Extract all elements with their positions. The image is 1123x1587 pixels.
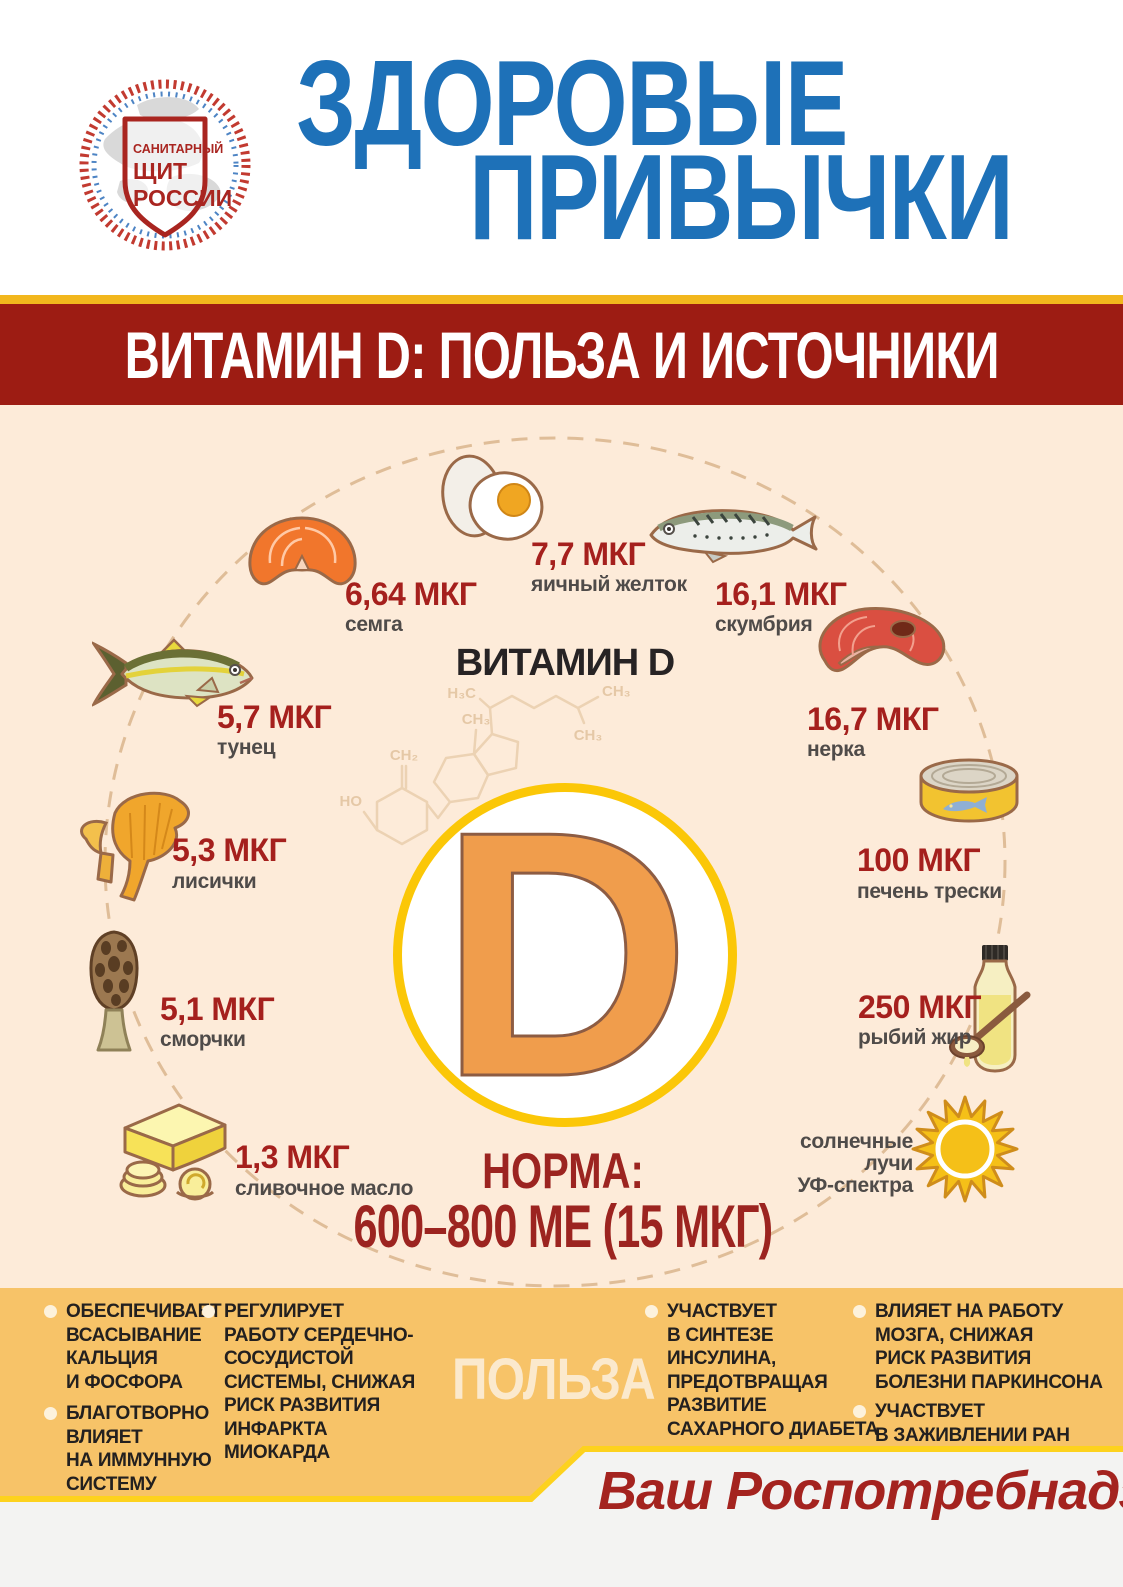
benefit-text: УЧАСТВУЕТ В СИНТЕЗЕ ИНСУЛИНА, ПРЕДОТВРАЩ… bbox=[667, 1301, 879, 1440]
sun-icon bbox=[911, 1095, 1019, 1203]
fish-oil-label: рыбий жир bbox=[858, 1026, 972, 1049]
morels-label: сморчки bbox=[160, 1028, 246, 1051]
benefit-calcium: ОБЕСПЕЧИВАЕТ ВСАСЫВАНИЕ КАЛЬЦИЯ И ФОСФОР… bbox=[44, 1300, 222, 1394]
bullet-icon bbox=[853, 1405, 866, 1418]
salmon-label: семга bbox=[345, 613, 403, 636]
footer-brand: Ваш Роспотребнадзор bbox=[598, 1461, 1123, 1521]
chem-label-ch2: CH₂ bbox=[390, 747, 418, 764]
cod-liver-can-icon bbox=[919, 758, 1019, 823]
cod-liver-value: 100 МКГ bbox=[857, 842, 981, 878]
tuna-icon bbox=[92, 638, 254, 708]
egg-yolk-icon bbox=[441, 454, 544, 541]
vitamin-d-badge: D bbox=[393, 759, 737, 1150]
egg-yolk-label: яичный желток bbox=[531, 573, 687, 596]
fish-oil-value: 250 МКГ bbox=[858, 989, 982, 1025]
benefit-wounds: УЧАСТВУЕТ В ЗАЖИВЛЕНИИ РАН bbox=[853, 1400, 1070, 1447]
benefit-text: РЕГУЛИРУЕТ РАБОТУ СЕРДЕЧНО- СОСУДИСТОЙ С… bbox=[224, 1301, 416, 1463]
gold-divider bbox=[0, 295, 1123, 304]
butter-icon bbox=[119, 1103, 227, 1201]
butter-value: 1,3 МКГ bbox=[235, 1139, 350, 1175]
chem-label-ch3-top: CH₃ bbox=[602, 683, 631, 700]
bullet-icon bbox=[202, 1305, 215, 1318]
salmon-icon bbox=[248, 516, 357, 586]
benefit-brain: ВЛИЯЕТ НА РАБОТУ МОЗГА, СНИЖАЯ РИСК РАЗВ… bbox=[853, 1300, 1103, 1394]
bullet-icon bbox=[44, 1407, 57, 1420]
benefit-text: ОБЕСПЕЧИВАЕТ ВСАСЫВАНИЕ КАЛЬЦИЯ И ФОСФОР… bbox=[66, 1301, 222, 1393]
chem-label-ho: HO bbox=[340, 793, 362, 810]
benefit-immune: БЛАГОТВОРНО ВЛИЯЕТ НА ИММУННУЮ СИСТЕМУ bbox=[44, 1402, 212, 1496]
cod-liver-label: печень трески bbox=[857, 880, 1002, 903]
bullet-icon bbox=[853, 1305, 866, 1318]
sockeye-salmon-label: нерка bbox=[807, 738, 865, 761]
benefit-text: ВЛИЯЕТ НА РАБОТУ МОЗГА, СНИЖАЯ РИСК РАЗВ… bbox=[875, 1301, 1103, 1393]
chanterelles-icon bbox=[80, 791, 190, 902]
benefit-text: УЧАСТВУЕТ В ЗАЖИВЛЕНИИ РАН bbox=[875, 1401, 1070, 1446]
morels-icon bbox=[89, 930, 139, 1052]
chanterelles-value: 5,3 МКГ bbox=[172, 832, 287, 868]
logo-red-dotted-ring bbox=[79, 79, 251, 251]
benefit-cardio: РЕГУЛИРУЕТ РАБОТУ СЕРДЕЧНО- СОСУДИСТОЙ С… bbox=[202, 1300, 415, 1465]
fish-oil-icon bbox=[949, 945, 1031, 1073]
logo-line1: САНИТАРНЫЙ bbox=[133, 141, 223, 156]
benefits-heading: ПОЛЬЗА bbox=[452, 1347, 656, 1412]
page-title-line1: ЗДОРОВЫЕ bbox=[296, 35, 848, 171]
chem-label-ch3-ring: CH₃ bbox=[462, 711, 491, 728]
sun-label: солнечные лучи УФ-спектра bbox=[797, 1130, 913, 1197]
sockeye-salmon-icon bbox=[818, 607, 946, 673]
logo-shield-outline bbox=[122, 116, 208, 238]
chem-label-ch3-mid: CH₃ bbox=[574, 727, 603, 744]
norm-label: НОРМА: bbox=[482, 1143, 644, 1199]
benefit-text: БЛАГОТВОРНО ВЛИЯЕТ НА ИММУННУЮ СИСТЕМУ bbox=[66, 1403, 212, 1495]
footer-notch bbox=[0, 1446, 1123, 1502]
sanitary-shield-logo: САНИТАРНЫЙ ЩИТ РОССИИ bbox=[79, 79, 251, 251]
butter-label: сливочное масло bbox=[235, 1177, 414, 1200]
benefit-insulin: УЧАСТВУЕТ В СИНТЕЗЕ ИНСУЛИНА, ПРЕДОТВРАЩ… bbox=[645, 1300, 879, 1441]
mackerel-icon bbox=[649, 509, 818, 564]
norm-value: 600–800 МЕ (15 МКГ) bbox=[353, 1193, 774, 1260]
logo-line3: РОССИИ bbox=[133, 185, 232, 211]
salmon-value: 6,64 МКГ bbox=[345, 576, 477, 612]
section-banner: ВИТАМИН D: ПОЛЬЗА И ИСТОЧНИКИ bbox=[0, 304, 1123, 405]
bullet-icon bbox=[645, 1305, 658, 1318]
logo-blue-dotted-ring bbox=[91, 91, 239, 239]
page-title-line2: ПРИВЫЧКИ bbox=[468, 129, 1014, 265]
banner-title: ВИТАМИН D: ПОЛЬЗА И ИСТОЧНИКИ bbox=[124, 317, 999, 392]
mackerel-value: 16,1 МКГ bbox=[715, 576, 847, 612]
tuna-label: тунец bbox=[217, 736, 276, 759]
morels-value: 5,1 МКГ bbox=[160, 991, 275, 1027]
sockeye-salmon-value: 16,7 МКГ bbox=[807, 701, 939, 737]
chanterelles-label: лисички bbox=[172, 870, 257, 893]
chem-label-h3c: H₃C bbox=[447, 685, 476, 702]
egg-yolk-value: 7,7 МКГ bbox=[531, 536, 646, 572]
bullet-icon bbox=[44, 1305, 57, 1318]
logo-line2: ЩИТ bbox=[133, 158, 187, 184]
tuna-value: 5,7 МКГ bbox=[217, 699, 332, 735]
vitamin-d-letter: D bbox=[437, 759, 693, 1150]
vitamin-d-heading: ВИТАМИН D bbox=[455, 642, 675, 684]
mackerel-label: скумбрия bbox=[715, 613, 813, 636]
footer-strip bbox=[0, 1501, 1123, 1587]
vitamin-d-molecule-diagram: H₃C CH₃ CH₃ CH₃ CH₂ HO bbox=[340, 683, 631, 846]
